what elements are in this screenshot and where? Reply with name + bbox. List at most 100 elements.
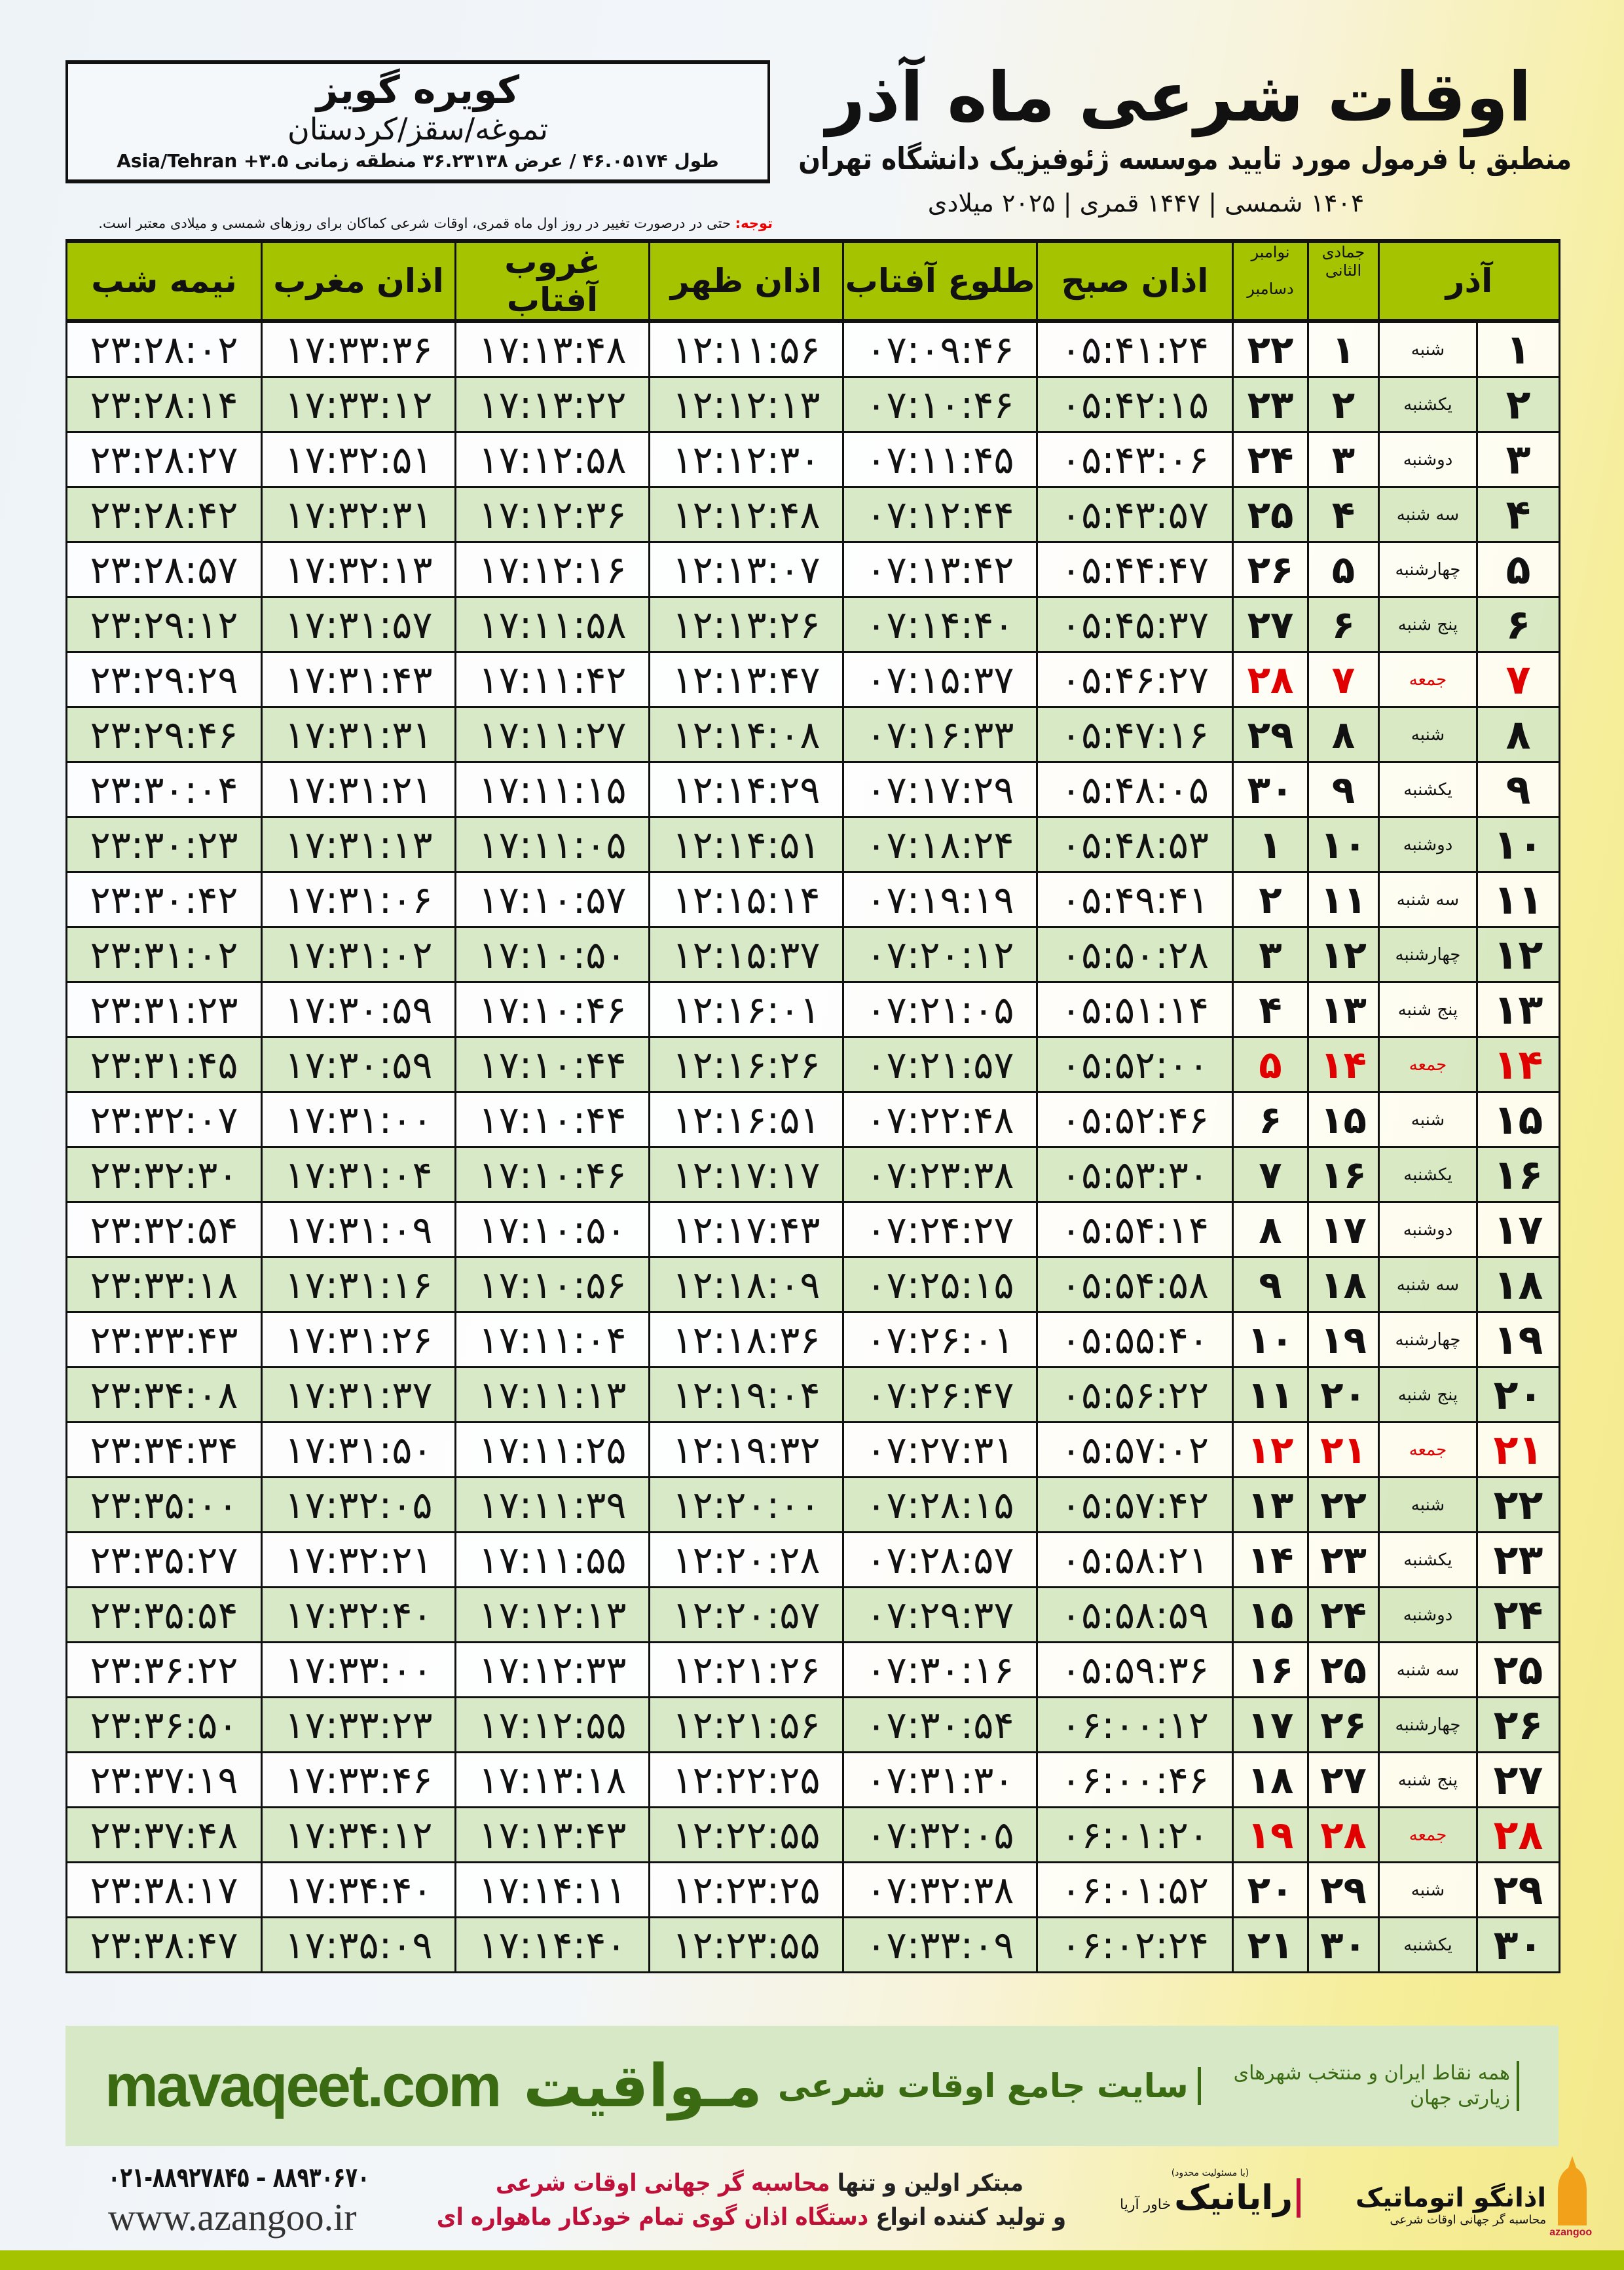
weekday-cell: جمعه	[1378, 1421, 1478, 1478]
dhuhr-time: ۱۲:۲۲:۲۵	[648, 1751, 844, 1808]
dhuhr-time: ۱۲:۱۳:۲۶	[648, 596, 844, 653]
sunset-time: ۱۷:۱۲:۳۶	[454, 486, 650, 543]
hijri-cell: ۱۳	[1307, 981, 1380, 1038]
sunrise-time: ۰۷:۲۳:۳۸	[842, 1146, 1038, 1203]
dhuhr-time: ۱۲:۲۳:۲۵	[648, 1861, 844, 1918]
fajr-time: ۰۵:۵۸:۲۱	[1036, 1531, 1234, 1588]
sunrise-time: ۰۷:۳۰:۱۶	[842, 1641, 1038, 1698]
sunrise-time: ۰۷:۲۱:۰۵	[842, 981, 1038, 1038]
sunset-time: ۱۷:۱۱:۵۸	[454, 596, 650, 653]
dhuhr-time: ۱۲:۲۱:۵۶	[648, 1696, 844, 1753]
weekday-cell: دوشنبه	[1378, 431, 1478, 488]
gregorian-cell: ۲۵	[1232, 486, 1309, 543]
mavaqeet-tagline: سایت جامع اوقات شرعی	[778, 2067, 1201, 2105]
sunrise-time: ۰۷:۲۶:۴۷	[842, 1366, 1038, 1423]
midnight-time: ۲۳:۳۴:۰۸	[65, 1366, 263, 1423]
midnight-time: ۲۳:۳۱:۰۲	[65, 926, 263, 983]
promo-line2b: دستگاه اذان گوی تمام خودکار ماهواره ای	[436, 2204, 869, 2231]
midnight-time: ۲۳:۳۰:۰۴	[65, 761, 263, 818]
midnight-time: ۲۳:۳۳:۱۸	[65, 1256, 263, 1313]
day-cell: ۱	[1476, 320, 1560, 378]
day-cell: ۷	[1476, 651, 1560, 708]
gregorian-cell: ۱۰	[1232, 1311, 1309, 1368]
weekday-cell: سه شنبه	[1378, 871, 1478, 928]
weekday-cell: جمعه	[1378, 651, 1478, 708]
phone-numbers: ۰۲۱-۸۸۹۲۷۸۴۵ – ۸۸۹۳۰۶۷۰	[108, 2161, 370, 2193]
raynik-logo: (با مسئولیت محدود) رایانیک خاور آریا	[1120, 2168, 1301, 2218]
promo-text: مبتکر اولین و تنها محاسبه گر جهانی اوقات…	[419, 2167, 1100, 2235]
hijri-cell: ۱۱	[1307, 871, 1380, 928]
dhuhr-time: ۱۲:۱۹:۰۴	[648, 1366, 844, 1423]
weekday-cell: دوشنبه	[1378, 1201, 1478, 1258]
sunrise-time: ۰۷:۳۲:۰۵	[842, 1806, 1038, 1863]
hijri-cell: ۱۵	[1307, 1091, 1380, 1148]
sunset-time: ۱۷:۱۲:۵۵	[454, 1696, 650, 1753]
day-cell: ۲۶	[1476, 1696, 1560, 1753]
midnight-time: ۲۳:۳۵:۲۷	[65, 1531, 263, 1588]
weekday-cell: یکشنبه	[1378, 1146, 1478, 1203]
maghrib-time: ۱۷:۳۲:۳۱	[261, 486, 456, 543]
day-cell: ۱۴	[1476, 1036, 1560, 1093]
fajr-time: ۰۵:۴۵:۳۷	[1036, 596, 1234, 653]
dhuhr-time: ۱۲:۱۲:۴۸	[648, 486, 844, 543]
day-cell: ۹	[1476, 761, 1560, 818]
day-cell: ۲۳	[1476, 1531, 1560, 1588]
hijri-cell: ۲۳	[1307, 1531, 1380, 1588]
fajr-time: ۰۵:۵۶:۲۲	[1036, 1366, 1234, 1423]
table-row: ۲۳ یکشنبه ۲۳ ۱۴ ۰۵:۵۸:۲۱ ۰۷:۲۸:۵۷ ۱۲:۲۰:۲۸ ۱۷:۱…	[65, 1531, 1560, 1588]
fajr-time: ۰۵:۴۱:۲۴	[1036, 320, 1234, 378]
gregorian-cell: ۳۰	[1232, 761, 1309, 818]
hijri-cell: ۱۷	[1307, 1201, 1380, 1258]
prayer-times-table: آذر جمادی الثانی نوامبر دسامبر اذان صبح ط…	[65, 239, 1560, 1973]
dhuhr-time: ۱۲:۱۳:۰۷	[648, 541, 844, 598]
azangoo-url[interactable]: www.azangoo.ir	[108, 2196, 357, 2239]
azangoo-sub: محاسبه گر جهانی اوقات شرعی	[1390, 2213, 1547, 2227]
sunrise-time: ۰۷:۱۱:۴۵	[842, 431, 1038, 488]
weekday-cell: شنبه	[1378, 320, 1478, 378]
day-cell: ۲۷	[1476, 1751, 1560, 1808]
fajr-time: ۰۵:۴۶:۲۷	[1036, 651, 1234, 708]
sunset-time: ۱۷:۱۱:۱۳	[454, 1366, 650, 1423]
dhuhr-time: ۱۲:۲۳:۵۵	[648, 1916, 844, 1973]
hijri-cell: ۲	[1307, 376, 1380, 433]
weekday-cell: شنبه	[1378, 1091, 1478, 1148]
gregorian-cell: ۱۸	[1232, 1751, 1309, 1808]
gregorian-cell: ۲۳	[1232, 376, 1309, 433]
maghrib-time: ۱۷:۳۱:۴۳	[261, 651, 456, 708]
hijri-cell: ۳	[1307, 431, 1380, 488]
fajr-time: ۰۵:۵۲:۰۰	[1036, 1036, 1234, 1093]
gregorian-cell: ۲۴	[1232, 431, 1309, 488]
weekday-cell: یکشنبه	[1378, 1916, 1478, 1973]
page-subtitle: منطبق با فرمول مورد تایید موسسه ژئوفیزیک…	[798, 141, 1572, 176]
midnight-time: ۲۳:۲۹:۴۶	[65, 706, 263, 763]
sunrise-time: ۰۷:۱۴:۴۰	[842, 596, 1038, 653]
hijri-cell: ۷	[1307, 651, 1380, 708]
table-row: ۲ یکشنبه ۲ ۲۳ ۰۵:۴۲:۱۵ ۰۷:۱۰:۴۶ ۱۲:۱۲:۱۳ ۱۷:۱۳:…	[65, 376, 1560, 433]
fajr-time: ۰۵:۴۸:۵۳	[1036, 816, 1234, 873]
midnight-time: ۲۳:۳۵:۰۰	[65, 1476, 263, 1533]
note-text: حتی در درصورت تغییر در روز اول ماه قمری،…	[98, 215, 735, 231]
gregorian-cell: ۲۱	[1232, 1916, 1309, 1973]
hijri-cell: ۳۰	[1307, 1916, 1380, 1973]
hijri-cell: ۱۲	[1307, 926, 1380, 983]
mavaqeet-url[interactable]: mavaqeet.com	[105, 2052, 502, 2119]
midnight-time: ۲۳:۳۱:۴۵	[65, 1036, 263, 1093]
fajr-time: ۰۵:۵۴:۱۴	[1036, 1201, 1234, 1258]
midnight-time: ۲۳:۳۱:۲۳	[65, 981, 263, 1038]
sunset-time: ۱۷:۱۱:۲۵	[454, 1421, 650, 1478]
hijri-cell: ۶	[1307, 596, 1380, 653]
table-row: ۱۶ یکشنبه ۱۶ ۷ ۰۵:۵۳:۳۰ ۰۷:۲۳:۳۸ ۱۲:۱۷:۱۷ ۱۷:۱۰…	[65, 1146, 1560, 1203]
day-cell: ۲۹	[1476, 1861, 1560, 1918]
sunset-time: ۱۷:۱۰:۴۶	[454, 1146, 650, 1203]
maghrib-time: ۱۷:۳۰:۵۹	[261, 1036, 456, 1093]
table-row: ۲۸ جمعه ۲۸ ۱۹ ۰۶:۰۱:۲۰ ۰۷:۳۲:۰۵ ۱۲:۲۲:۵۵ ۱۷:۱۳:…	[65, 1806, 1560, 1863]
gregorian-cell: ۲۰	[1232, 1861, 1309, 1918]
sunrise-time: ۰۷:۲۰:۱۲	[842, 926, 1038, 983]
location-coords: طول ۴۶.۰۵۱۷۴ / عرض ۳۶.۲۳۱۳۸ منطقه زمانی …	[117, 150, 719, 172]
fajr-time: ۰۵:۴۲:۱۵	[1036, 376, 1234, 433]
day-cell: ۲۱	[1476, 1421, 1560, 1478]
sunset-time: ۱۷:۱۰:۵۰	[454, 1201, 650, 1258]
gregorian-cell: ۱۴	[1232, 1531, 1309, 1588]
hijri-cell: ۱۸	[1307, 1256, 1380, 1313]
table-row: ۲۵ سه شنبه ۲۵ ۱۶ ۰۵:۵۹:۳۶ ۰۷:۳۰:۱۶ ۱۲:۲۱:۲۶ ۱۷:…	[65, 1641, 1560, 1698]
